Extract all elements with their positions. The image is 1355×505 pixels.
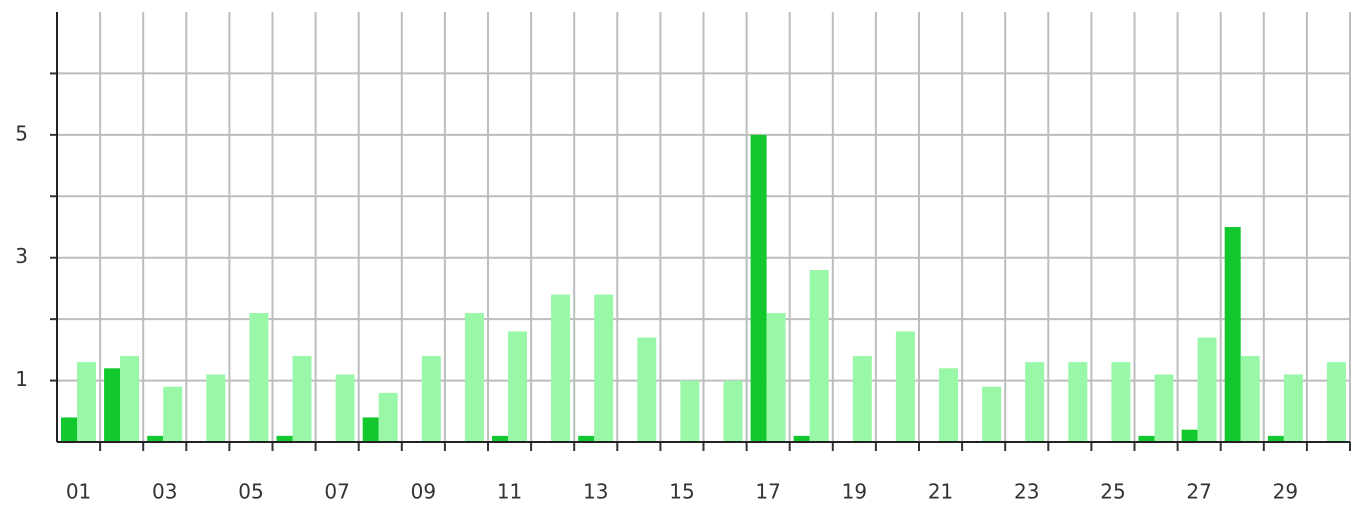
bar (492, 435, 508, 442)
bar (1068, 362, 1088, 442)
y-tick-label: 5 (15, 121, 28, 145)
bar (120, 356, 140, 442)
bar (852, 356, 872, 442)
bar (1138, 435, 1155, 442)
bar (206, 374, 226, 442)
bar (104, 368, 121, 442)
bar (982, 386, 1002, 442)
bar (421, 356, 441, 442)
x-tick-label: 23 (1014, 480, 1039, 504)
bar (594, 294, 614, 442)
bar (1025, 362, 1045, 442)
bar (637, 337, 657, 442)
bar (77, 362, 96, 442)
x-tick-label: 19 (842, 480, 867, 504)
x-tick-label: 03 (152, 480, 177, 504)
bar (1224, 227, 1241, 442)
x-tick-label: 09 (411, 480, 436, 504)
bar (723, 380, 743, 442)
bar (276, 435, 293, 442)
bar (1197, 337, 1217, 442)
bar (147, 435, 164, 442)
bar (793, 435, 810, 442)
bar (61, 417, 77, 442)
x-tick-label: 15 (669, 480, 694, 504)
x-tick-label: 01 (66, 480, 91, 504)
bar (292, 356, 312, 442)
bar (249, 313, 269, 442)
bar (1326, 362, 1346, 442)
x-tick-label: 11 (497, 480, 522, 504)
bar (163, 386, 183, 442)
bar (1154, 374, 1174, 442)
bar (464, 313, 484, 442)
x-tick-label: 25 (1100, 480, 1125, 504)
x-tick-label: 05 (238, 480, 263, 504)
bar (680, 380, 700, 442)
x-tick-label: 29 (1273, 480, 1298, 504)
bar (1267, 435, 1284, 442)
bar (362, 417, 379, 442)
bar (1240, 356, 1260, 442)
bar (766, 313, 786, 442)
y-tick-label: 3 (15, 244, 28, 268)
y-tick-label: 1 (15, 367, 28, 391)
x-tick-label: 21 (928, 480, 953, 504)
x-tick-label: 07 (324, 480, 349, 504)
x-tick-label: 13 (583, 480, 608, 504)
bar (378, 392, 398, 442)
bar (1111, 362, 1131, 442)
bar (551, 294, 571, 442)
bar (895, 331, 915, 442)
bar (1181, 429, 1198, 442)
bar (1283, 374, 1303, 442)
x-tick-label: 17 (755, 480, 780, 504)
bar (508, 331, 527, 442)
bar (809, 270, 829, 442)
bar (750, 134, 767, 442)
bar (578, 435, 595, 442)
bar (939, 368, 958, 442)
x-tick-label: 27 (1186, 480, 1211, 504)
bar (335, 374, 355, 442)
